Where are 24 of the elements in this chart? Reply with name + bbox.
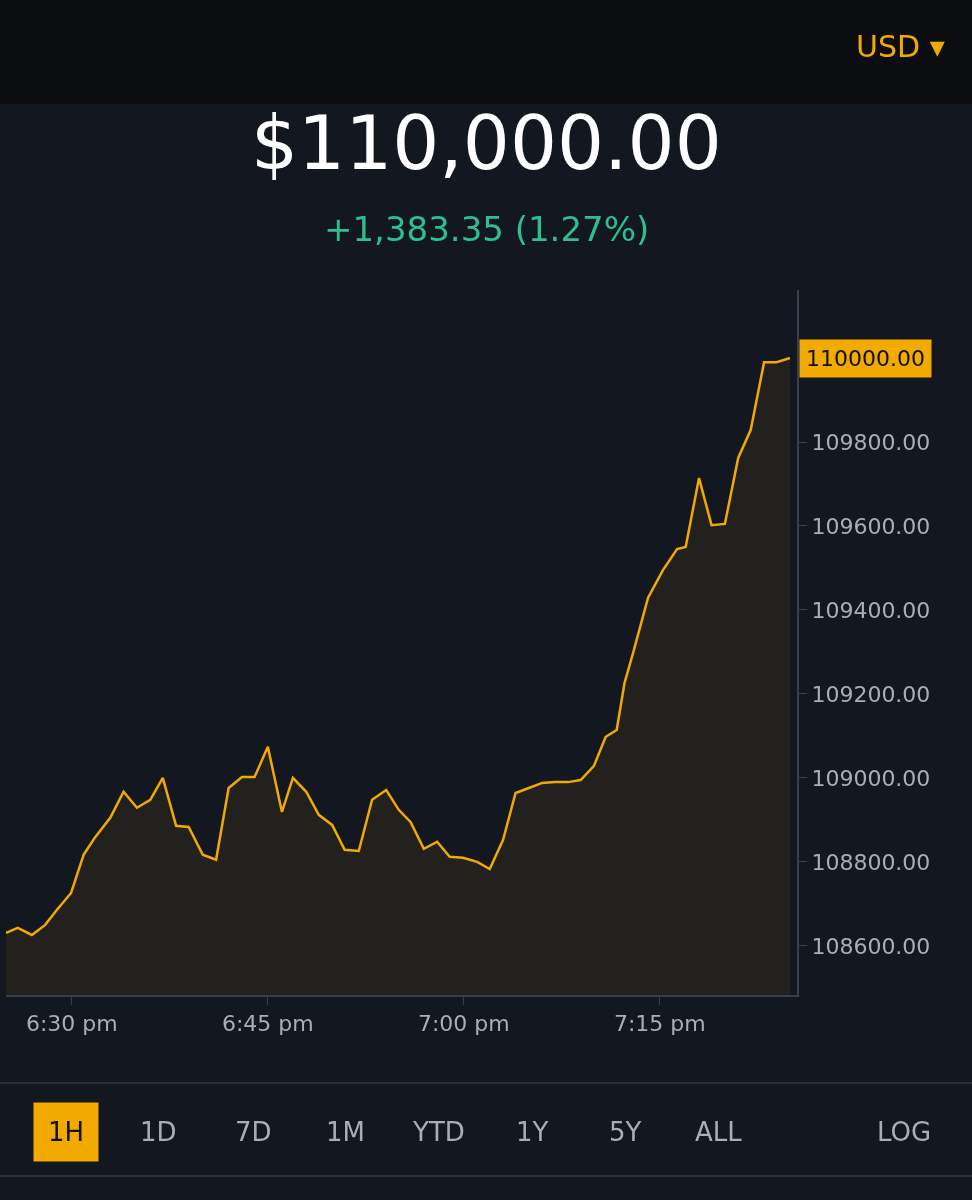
text: LOG [877, 1117, 932, 1147]
text: 7D [235, 1117, 272, 1147]
y-tick-label: 108600.00 [811, 933, 931, 959]
text: 1D [140, 1117, 177, 1147]
x-tick-label: 6:45 pm [221, 1011, 314, 1037]
y-tick-label: 108800.00 [811, 849, 931, 875]
text: 1M [326, 1117, 365, 1147]
chart-subtitle: +1,383.35 (1.27%) [324, 209, 650, 249]
x-tick-label: 6:30 pm [25, 1011, 118, 1037]
y-tick-label: 109800.00 [811, 429, 931, 455]
x-tick-label: 7:00 pm [417, 1011, 510, 1037]
x-tick-label: 7:15 pm [613, 1011, 706, 1037]
text: ALL [695, 1117, 743, 1147]
text: 5Y [609, 1117, 642, 1147]
y-tick-label: 109200.00 [811, 681, 931, 707]
text: USD ▾ [856, 29, 945, 64]
y-tick-label: 110000.00 [806, 346, 925, 371]
y-tick-label: 109400.00 [811, 597, 931, 623]
text: 1Y [516, 1117, 549, 1147]
text: 1H [48, 1117, 85, 1147]
y-tick-label: 109600.00 [811, 513, 931, 539]
text: YTD [412, 1117, 465, 1147]
chart-title: $110,000.00 [251, 100, 722, 186]
y-tick-label: 109000.00 [811, 765, 931, 791]
